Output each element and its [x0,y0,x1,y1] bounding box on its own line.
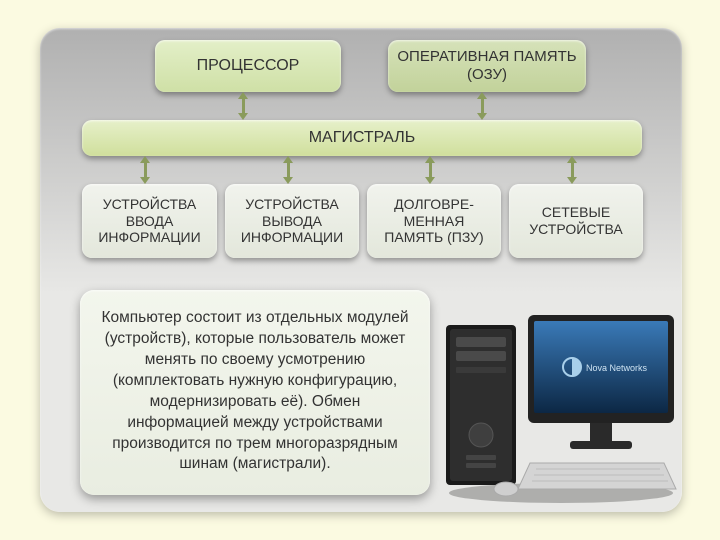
node-label: ПРОЦЕССОР [197,56,300,75]
connector [140,156,150,184]
node-input-devices: УСТРОЙСТВА ВВОДА ИНФОРМАЦИИ [82,184,217,258]
node-label: УСТРОЙСТВА ВВОДА ИНФОРМАЦИИ [88,196,211,246]
connector [425,156,435,184]
node-bus: МАГИСТРАЛЬ [82,120,642,156]
mouse-icon [494,482,518,496]
node-label: МАГИСТРАЛЬ [309,129,416,147]
svg-text:Nova Networks: Nova Networks [586,363,648,373]
monitor-icon: Nova Networks [528,315,674,449]
description-box: Компьютер состоит из отдельных модулей (… [80,290,430,495]
tower-icon [446,325,516,485]
node-processor: ПРОЦЕССОР [155,40,341,92]
description-text: Компьютер состоит из отдельных модулей (… [101,309,408,472]
node-label: СЕТЕВЫЕ УСТРОЙСТВА [515,204,637,238]
node-storage: ДОЛГОВРЕ-МЕННАЯ ПАМЯТЬ (ПЗУ) [367,184,501,258]
node-ram: ОПЕРАТИВНАЯ ПАМЯТЬ (ОЗУ) [388,40,586,92]
node-label: УСТРОЙСТВА ВЫВОДА ИНФОРМАЦИИ [231,196,353,246]
node-network: СЕТЕВЫЕ УСТРОЙСТВА [509,184,643,258]
node-output-devices: УСТРОЙСТВА ВЫВОДА ИНФОРМАЦИИ [225,184,359,258]
connector [238,92,248,120]
connector [283,156,293,184]
connector [567,156,577,184]
connector [477,92,487,120]
keyboard-icon [518,463,676,489]
node-label: ДОЛГОВРЕ-МЕННАЯ ПАМЯТЬ (ПЗУ) [373,196,495,246]
node-label: ОПЕРАТИВНАЯ ПАМЯТЬ (ОЗУ) [394,48,580,84]
computer-illustration: Nova Networks [442,295,680,505]
